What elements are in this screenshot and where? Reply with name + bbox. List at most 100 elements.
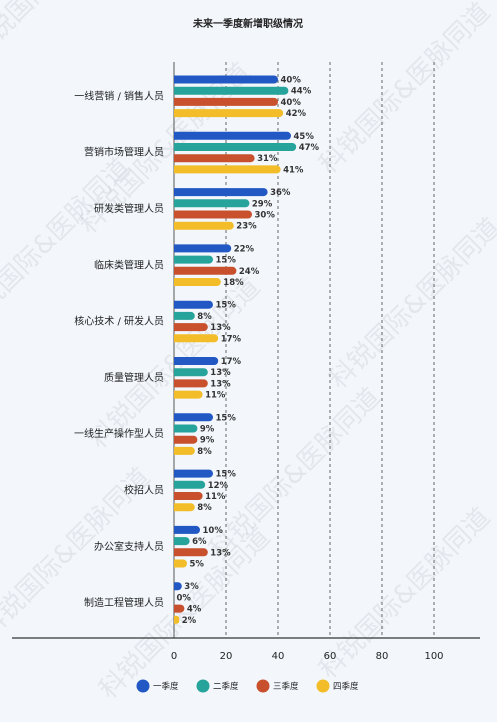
data-label: 9% <box>200 425 215 435</box>
chart-title: 未来一季度新增职级情况 <box>192 17 303 30</box>
data-label: 0% <box>177 593 192 603</box>
legend-marker <box>256 679 270 693</box>
category-label: 营销市场管理人员 <box>84 146 164 159</box>
bar <box>174 559 187 568</box>
bar <box>174 188 268 197</box>
data-label: 8% <box>197 312 212 322</box>
bar <box>174 480 206 489</box>
data-label: 4% <box>187 605 202 615</box>
x-tick-label: 40 <box>272 651 285 662</box>
bar <box>174 492 203 500</box>
data-label: 2% <box>182 616 197 626</box>
data-label: 45% <box>294 132 315 142</box>
bar <box>174 278 221 286</box>
bar <box>174 368 208 377</box>
data-label: 44% <box>291 87 312 97</box>
data-label: 36% <box>270 188 291 198</box>
bar <box>174 97 278 106</box>
bar <box>174 244 232 253</box>
legend-label: 四季度 <box>333 681 359 692</box>
bar <box>174 165 281 174</box>
bar <box>174 255 213 264</box>
bar <box>174 266 237 275</box>
bar <box>174 390 203 399</box>
category-label: 一线营销 / 销售人员 <box>74 89 164 102</box>
legend-label: 一季度 <box>153 681 179 692</box>
bar <box>174 300 213 309</box>
data-label: 15% <box>216 256 237 266</box>
data-label: 18% <box>223 278 244 288</box>
bar <box>174 615 180 624</box>
legend-marker <box>196 679 210 693</box>
data-label: 11% <box>205 492 226 502</box>
data-label: 40% <box>281 98 302 108</box>
data-label: 13% <box>210 368 231 378</box>
bar <box>174 379 208 388</box>
bar <box>174 131 291 140</box>
data-label: 5% <box>190 560 205 570</box>
category-label: 研发类管理人员 <box>94 202 164 215</box>
bar <box>174 435 198 444</box>
data-label: 10% <box>203 526 224 536</box>
watermark-text: 科锐国际&医脉同道 <box>0 152 136 335</box>
data-label: 42% <box>286 109 307 119</box>
data-label: 9% <box>200 436 215 446</box>
legend-marker <box>136 679 150 693</box>
watermark-text: 科锐国际&医脉同道 <box>324 212 497 395</box>
bar <box>174 537 190 546</box>
data-label: 15% <box>216 413 237 423</box>
data-label: 15% <box>216 470 237 480</box>
bar <box>174 357 219 365</box>
bar <box>174 210 252 219</box>
legend-label: 三季度 <box>273 681 299 692</box>
data-label: 13% <box>210 379 231 389</box>
bar <box>174 525 200 534</box>
bar <box>174 548 208 557</box>
data-label: 8% <box>197 447 212 457</box>
bar <box>174 109 284 118</box>
category-label: 核心技术 / 研发人员 <box>74 315 164 328</box>
bar <box>174 604 185 613</box>
data-label: 6% <box>192 537 207 547</box>
data-label: 47% <box>299 143 320 153</box>
data-label: 29% <box>252 199 273 209</box>
x-tick-label: 100 <box>424 651 443 662</box>
data-label: 31% <box>257 154 278 164</box>
category-label: 临床类管理人员 <box>94 258 164 271</box>
bar <box>174 143 297 151</box>
data-label: 8% <box>197 503 212 513</box>
bar <box>174 582 182 591</box>
bar <box>174 413 213 422</box>
data-label: 15% <box>216 301 237 311</box>
x-tick-label: 60 <box>324 651 337 662</box>
bars <box>174 75 297 624</box>
x-tick-label: 20 <box>220 651 233 662</box>
bar <box>174 199 250 208</box>
bar <box>174 311 195 320</box>
category-label: 校招人员 <box>124 484 164 497</box>
bar <box>174 503 195 512</box>
bar <box>174 154 255 163</box>
x-axis-ticks: 0 20 40 60 80 100 <box>171 651 444 662</box>
category-label: 质量管理人员 <box>104 371 164 384</box>
bar <box>174 221 234 230</box>
watermark-text: 科锐国际&医脉同道 <box>314 0 497 180</box>
legend: 一季度 二季度 三季度 四季度 <box>136 679 359 693</box>
data-label: 23% <box>236 222 257 232</box>
watermark-text: 科锐国际&医脉同道 <box>0 0 146 65</box>
category-label: 一线生产操作型人员 <box>74 427 164 440</box>
x-tick-label: 0 <box>171 651 177 662</box>
category-label: 制造工程管理人员 <box>84 596 164 609</box>
legend-marker <box>316 679 330 693</box>
bar <box>174 323 208 332</box>
x-tick-label: 80 <box>376 651 389 662</box>
bar <box>174 334 219 343</box>
data-label: 13% <box>210 323 231 333</box>
data-label: 41% <box>283 165 304 175</box>
data-label: 12% <box>208 481 229 491</box>
data-label: 17% <box>221 334 242 344</box>
data-labels: 40%44%40%42%45%47%31%41%36%29%30%23%22%1… <box>177 76 320 626</box>
bar <box>174 86 289 95</box>
